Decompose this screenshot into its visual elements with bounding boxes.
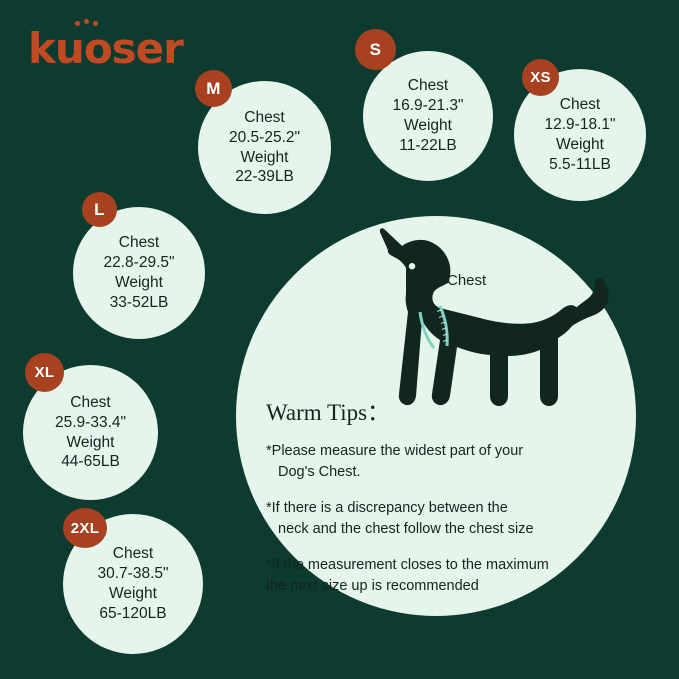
size-xl-chest-value: 25.9-33.4" (55, 413, 126, 431)
warm-tips-block: Warm Tips： *Please measure the widest pa… (266, 393, 606, 612)
size-xs-chest-value: 12.9-18.1" (544, 116, 616, 134)
size-badge-s-text: S (369, 39, 382, 59)
size-badge-2xl-text: 2XL (70, 519, 100, 537)
size-badge-2xl: 2XL (63, 508, 107, 548)
size-xs-weight-label: Weight (556, 136, 604, 153)
size-l-chest-value: 22.8-29.5" (103, 254, 175, 272)
warm-tip-2-line1: *If there is a discrepancy between the (266, 500, 508, 517)
size-s-weight-label: Weight (404, 117, 452, 134)
size-badge-xs-text: XS (530, 69, 551, 86)
size-xs-chest-label: Chest (559, 96, 601, 114)
size-badge-l: L (82, 192, 117, 227)
size-badge-m-text: M (206, 78, 221, 98)
size-xl-chest-label: Chest (70, 393, 111, 411)
size-m-weight-label: Weight (240, 148, 289, 166)
warm-tip-3-line1: *If the measurement closes to the maximu… (266, 557, 549, 574)
size-xl-weight-value: 44-65LB (61, 453, 120, 471)
size-l-weight-label: Weight (115, 274, 163, 291)
size-bubble-l: Chest 22.8-29.5" Weight 33-52LB (73, 207, 205, 339)
logo-dots-icon (75, 19, 115, 39)
size-l-weight-value: 33-52LB (109, 293, 169, 311)
size-xs-weight-value: 5.5-11LB (549, 155, 611, 173)
brand-logo: kuoser (28, 19, 184, 73)
warm-tips-title: Warm Tips： (266, 400, 391, 425)
warm-tip-2-line2: neck and the chest follow the chest size (278, 520, 534, 537)
size-badge-xl: XL (25, 353, 64, 392)
warm-tip-3-line2: the next size up is recommended (266, 577, 479, 594)
size-m-chest-value: 20.5-25.2" (229, 128, 300, 146)
size-badge-l-text: L (94, 199, 105, 219)
size-s-chest-label: Chest (407, 77, 449, 95)
size-m-weight-value: 22-39LB (235, 168, 294, 186)
size-bubble-s: Chest 16.9-21.3" Weight 11-22LB (363, 51, 493, 181)
size-2xl-chest-value: 30.7-38.5" (97, 565, 169, 583)
warm-tip-3: *If the measurement closes to the maximu… (266, 555, 606, 596)
size-badge-m: M (195, 70, 232, 107)
size-bubble-xs: Chest 12.9-18.1" Weight 5.5-11LB (514, 69, 646, 201)
warm-tip-1-line2: Dog's Chest. (278, 463, 361, 480)
size-s-chest-value: 16.9-21.3" (392, 97, 464, 115)
warm-tip-2: *If there is a discrepancy between the n… (266, 498, 606, 539)
size-badge-s: S (355, 29, 396, 70)
size-m-chest-label: Chest (244, 108, 285, 126)
size-2xl-weight-value: 65-120LB (99, 604, 167, 622)
size-2xl-chest-label: Chest (112, 545, 154, 563)
warm-tip-1-line1: *Please measure the widest part of your (266, 443, 524, 459)
size-2xl-weight-label: Weight (109, 585, 157, 602)
size-s-weight-value: 11-22LB (399, 136, 457, 154)
size-xl-weight-label: Weight (66, 433, 115, 451)
size-badge-xs: XS (522, 59, 559, 96)
size-l-chest-label: Chest (118, 234, 160, 252)
warm-tip-1: *Please measure the widest part of your … (266, 441, 606, 482)
size-badge-xl-text: XL (34, 364, 55, 381)
brand-name: kuoser (28, 24, 184, 73)
chest-callout-label: Chest (447, 272, 487, 289)
dog-illustration (330, 228, 620, 448)
